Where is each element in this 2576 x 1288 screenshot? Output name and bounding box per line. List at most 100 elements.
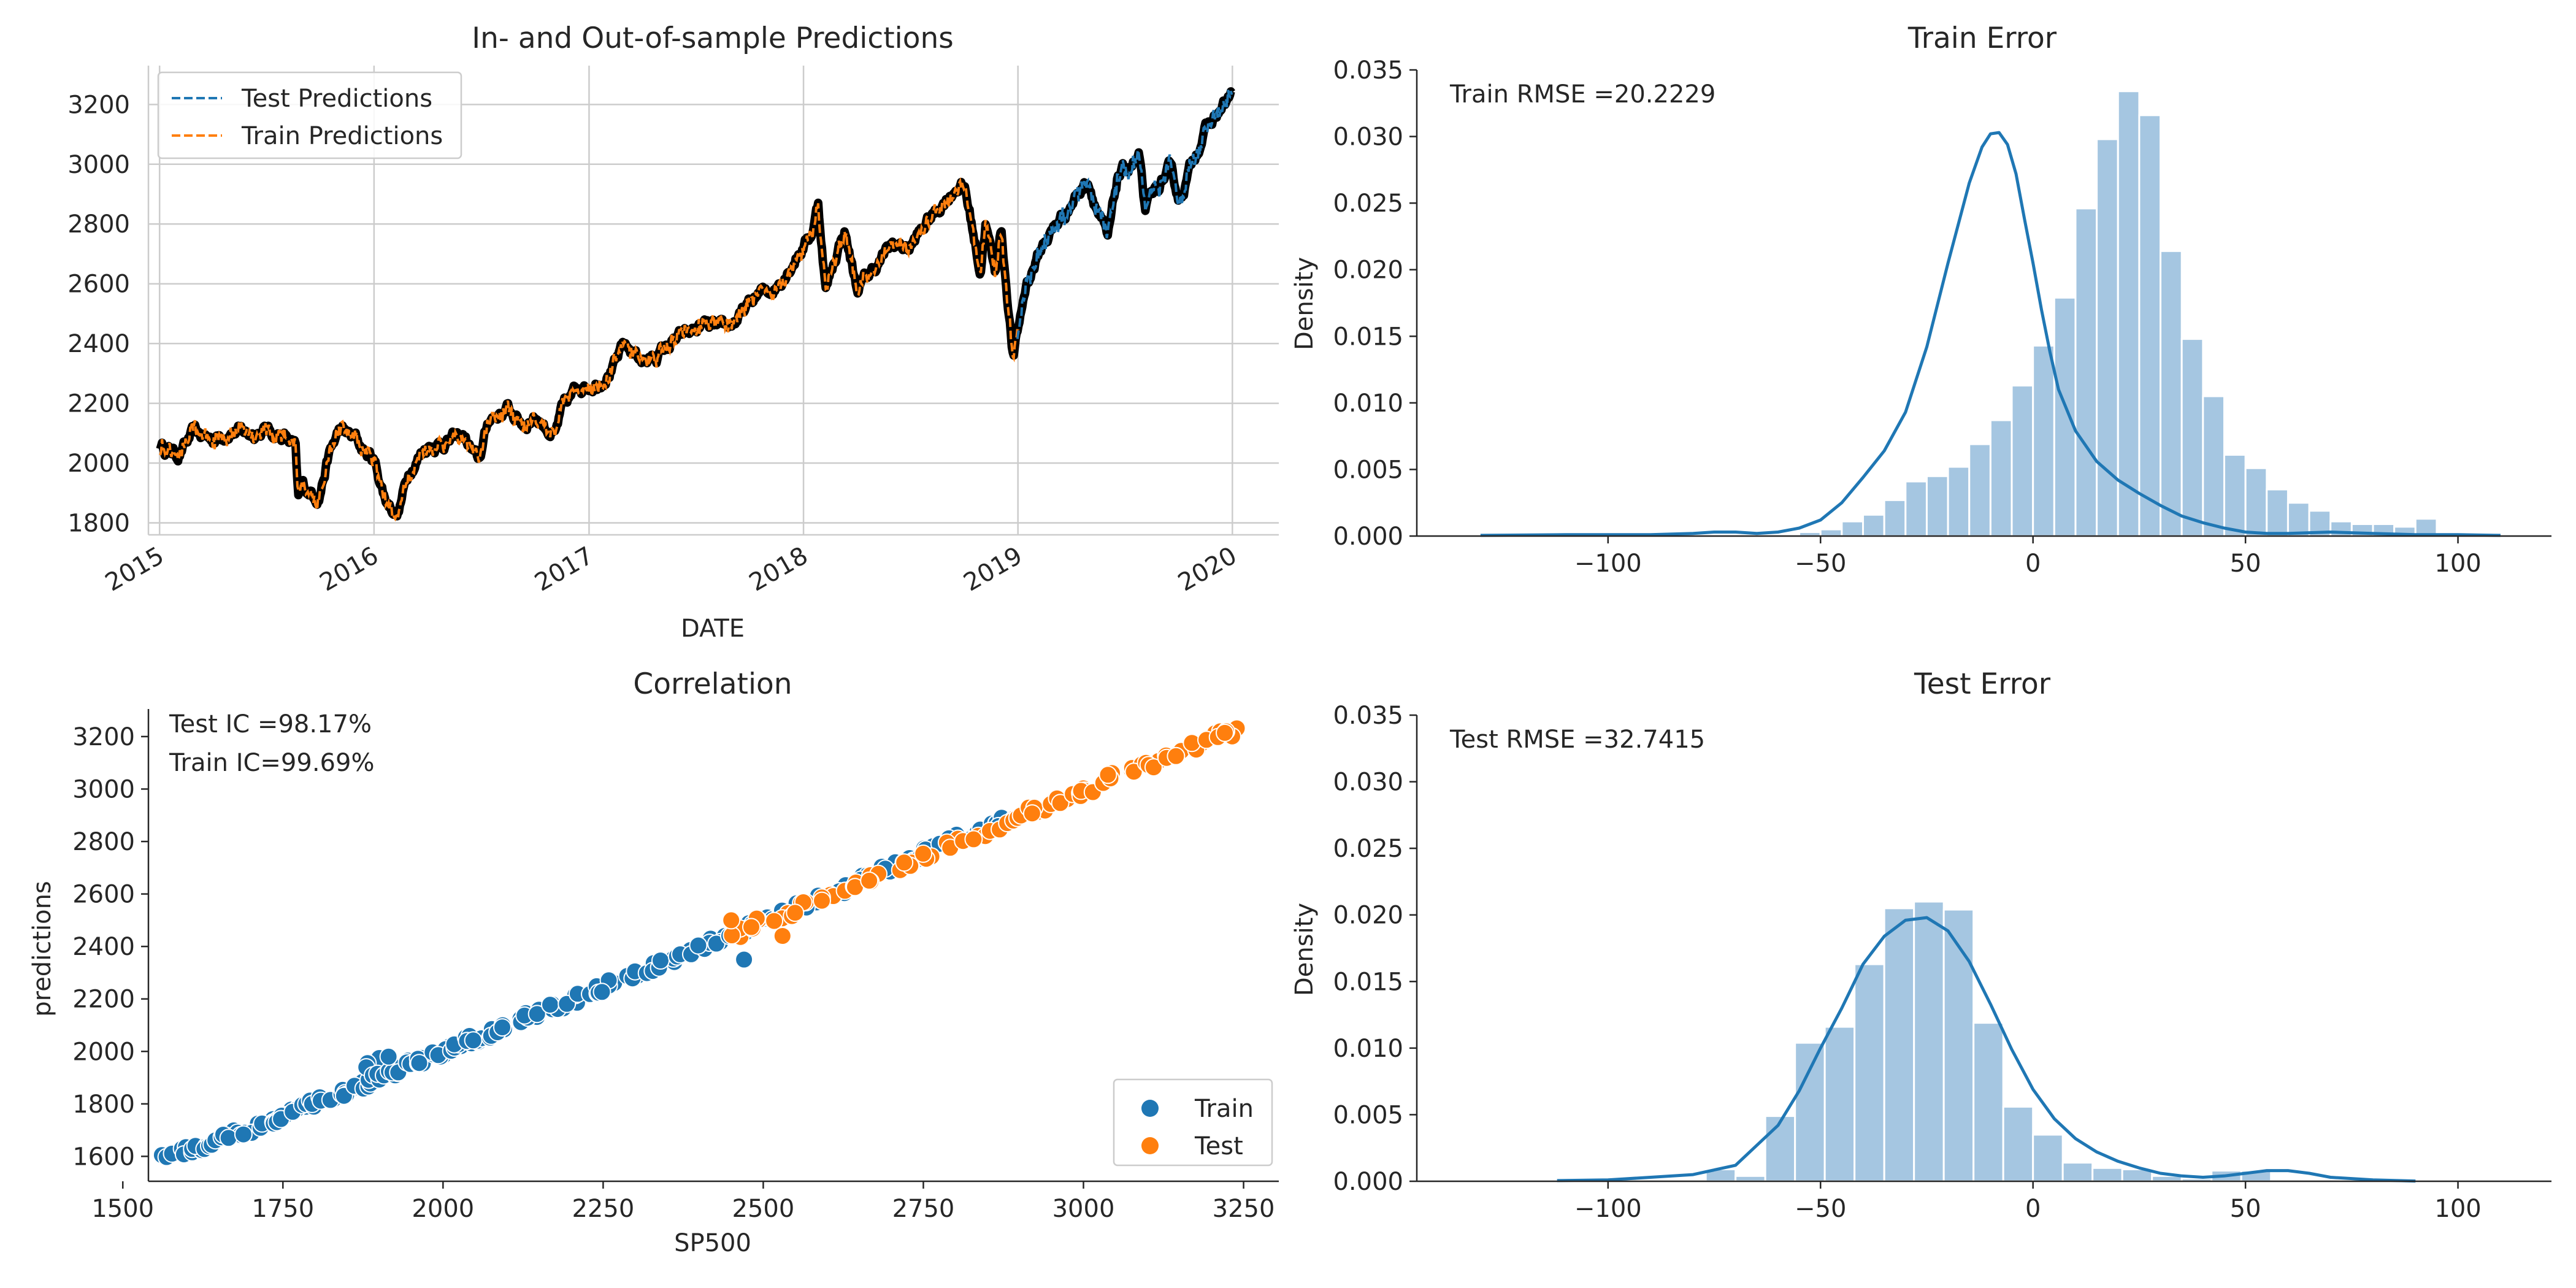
y-tick-label: 2400 — [67, 330, 130, 358]
y-tick-label: 2200 — [67, 390, 130, 418]
y-tick-label: 0.005 — [1333, 456, 1403, 484]
histogram-bar — [2053, 296, 2077, 537]
x-tick-label: −50 — [1795, 550, 1846, 578]
scatter-point — [1022, 804, 1041, 823]
train-predictions-line — [159, 177, 1020, 522]
histogram-bar — [1968, 443, 1991, 537]
axes: 0.000 0.005 0.010 0.015 0.020 0.025 0.030 0.035… — [1333, 56, 2551, 578]
x-tick-label: 2250 — [572, 1195, 634, 1223]
x-tick-label: 3000 — [1052, 1195, 1115, 1223]
scatter-point — [1098, 765, 1117, 784]
x-tick-label: 100 — [2434, 550, 2481, 578]
y-tick-label: 2000 — [67, 450, 130, 478]
histogram-bar — [2244, 467, 2268, 537]
scatter-point — [1216, 723, 1234, 742]
histogram-bar — [1913, 900, 1945, 1183]
legend-marker-train — [1141, 1100, 1159, 1117]
x-tick-label: −100 — [1574, 550, 1642, 578]
y-tick-label: 2800 — [72, 828, 135, 856]
y-tick-label: 0.035 — [1333, 56, 1403, 85]
legend-label-test: Test Predictions — [241, 85, 432, 113]
histogram-bar — [1925, 475, 1949, 537]
x-tick-label: 2017 — [530, 542, 598, 597]
x-axis-label: DATE — [681, 615, 745, 643]
x-tick-label: 0 — [2025, 550, 2041, 578]
scatter-point — [592, 983, 611, 1002]
predictions-panel: 1800 2000 2200 2400 2600 2800 3000 3200 2015 2016… — [67, 21, 1279, 643]
scatter-point — [1051, 794, 1070, 813]
x-tick-label: 2020 — [1173, 542, 1241, 597]
y-tick-label: 2600 — [67, 270, 130, 299]
x-tick-label: −50 — [1795, 1195, 1846, 1223]
histogram-bar — [2011, 385, 2034, 537]
x-tick-label: 1750 — [251, 1195, 314, 1223]
scatter-points — [152, 719, 1246, 1167]
chart-title: Train Error — [1907, 21, 2057, 55]
legend-label-test: Test — [1194, 1132, 1243, 1160]
histogram-bar — [1794, 1041, 1826, 1183]
test-error-panel: 0.000 0.005 0.010 0.015 0.020 0.025 0.030 0.035… — [1290, 667, 2551, 1223]
y-tick-label: 2400 — [72, 933, 135, 961]
y-tick-label: 0.015 — [1333, 323, 1403, 351]
x-tick-label: 100 — [2434, 1195, 2481, 1223]
y-tick-label: 3200 — [72, 723, 135, 751]
x-tick-label: 2000 — [412, 1195, 474, 1223]
scatter-point — [651, 951, 670, 970]
y-tick-label: 0.030 — [1333, 123, 1403, 151]
histogram-bar — [2180, 338, 2204, 537]
histogram-bars — [1798, 90, 2438, 537]
chart-title: Test Error — [1914, 667, 2051, 701]
scatter-point — [234, 1125, 253, 1144]
scatter-point — [1144, 758, 1163, 777]
y-tick-label: 0.020 — [1333, 256, 1403, 285]
scatter-point — [765, 911, 784, 930]
histogram-bar — [2074, 207, 2098, 537]
scatter-point — [786, 903, 805, 922]
correlation-panel: 1600 1800 2000 2200 2400 2600 2800 3000 3200 1500… — [28, 667, 1279, 1257]
y-tick-label: 2800 — [67, 210, 130, 239]
x-tick-label: 1500 — [91, 1195, 154, 1223]
histogram-bar — [1883, 907, 1915, 1183]
y-tick-label: 0.020 — [1333, 902, 1403, 930]
histogram-bar — [1947, 466, 1971, 537]
histogram-bar — [1989, 419, 2013, 537]
histogram-bar — [2138, 114, 2162, 537]
histogram-bar — [2032, 1133, 2064, 1183]
histogram-bar — [2117, 90, 2141, 537]
kde-curve — [1557, 916, 2416, 1183]
y-tick-label: 1800 — [67, 510, 130, 538]
scatter-point — [379, 1047, 398, 1066]
histogram-bar — [2223, 454, 2247, 537]
scatter-point — [722, 911, 741, 930]
scatter-point — [742, 918, 761, 937]
y-tick-label: 0.010 — [1333, 389, 1403, 418]
x-tick-label: 0 — [2025, 1195, 2041, 1223]
x-tick-label: 2018 — [745, 542, 813, 597]
line-series — [156, 87, 1235, 522]
y-tick-label: 0.000 — [1333, 1168, 1403, 1196]
axes: 1600 1800 2000 2200 2400 2600 2800 3000 3200 1500… — [72, 709, 1279, 1223]
kde-curve — [1480, 131, 2501, 537]
histogram-bar — [2202, 395, 2225, 537]
scatter-point — [527, 1005, 546, 1024]
scatter-point — [895, 853, 914, 872]
histogram-bar — [1853, 963, 1885, 1183]
scatter-point — [541, 995, 559, 1014]
histogram-bar — [2160, 250, 2183, 537]
histogram-bar — [1819, 528, 1843, 537]
histogram-bar — [2002, 1105, 2034, 1183]
scatter-point — [735, 950, 754, 969]
histogram-bar — [2266, 488, 2289, 537]
histogram-bar — [1904, 480, 1928, 537]
scatter-point — [493, 1018, 512, 1037]
y-tick-label: 3200 — [67, 91, 130, 119]
histogram-bar — [1735, 1175, 1766, 1183]
x-tick-label: 50 — [2230, 1195, 2261, 1223]
legend-box — [157, 71, 462, 159]
scatter-point — [773, 927, 792, 945]
y-tick-label: 3000 — [72, 775, 135, 803]
kde-line — [1480, 131, 2501, 537]
chart-title: Correlation — [633, 667, 792, 701]
scatter-point — [689, 936, 708, 955]
